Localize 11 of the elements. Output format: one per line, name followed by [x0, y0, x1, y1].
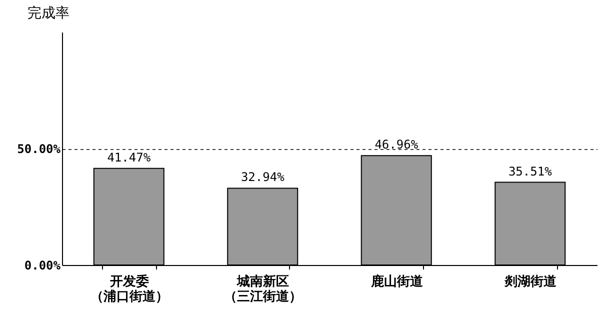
data-label: 32.94%: [240, 170, 286, 184]
x-tick-label: 开发委（浦口街道）: [90, 274, 168, 304]
x-tick-label: 剡湖街道: [504, 274, 558, 290]
x-tick-label: 城南新区（三江街道）: [224, 274, 302, 304]
data-label: 41.47%: [107, 150, 152, 164]
data-label: 35.51%: [508, 164, 553, 178]
x-tick-label: 鹿山街道: [370, 274, 424, 290]
y-axis-title: 完成率: [28, 6, 70, 22]
y-tick-label: 0.00%: [24, 258, 62, 272]
data-label: 46.96%: [374, 138, 419, 152]
y-tick-label: 50.00%: [17, 142, 62, 156]
